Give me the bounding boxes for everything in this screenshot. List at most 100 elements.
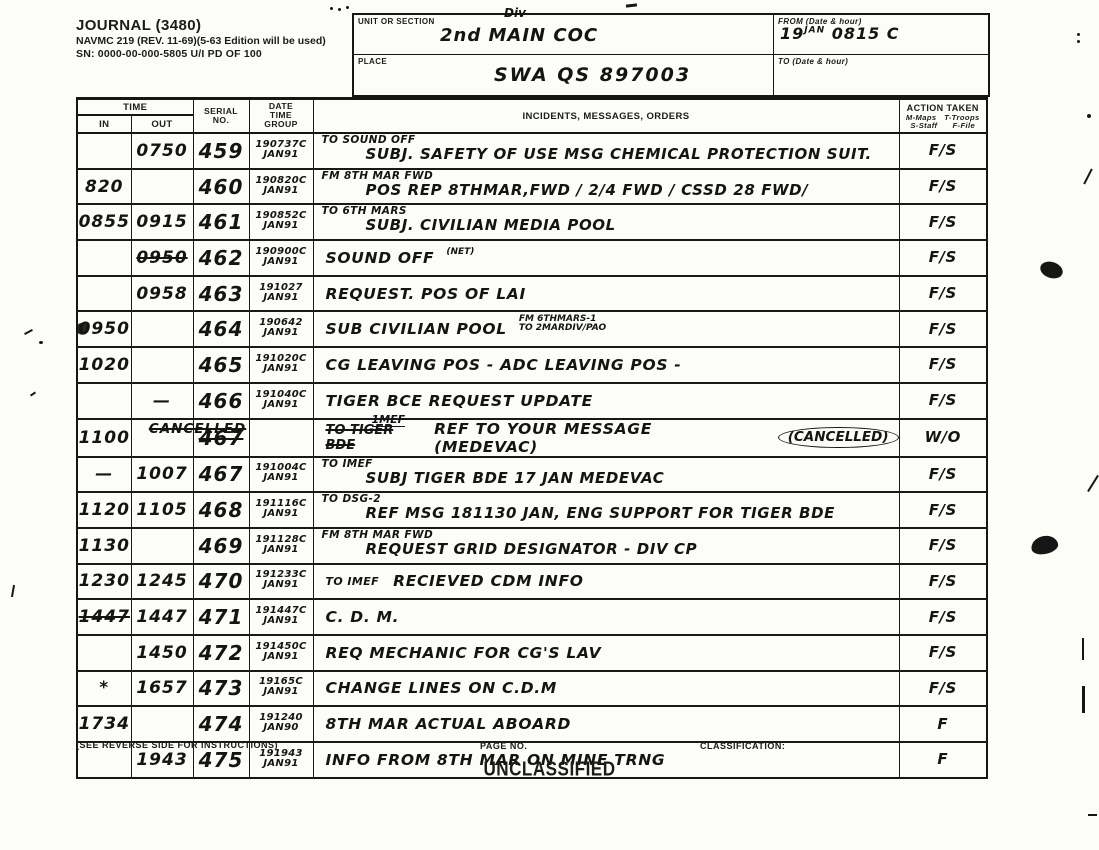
dtg-cell: 191004C JAN91 bbox=[248, 455, 314, 493]
time-in-value: 1230 bbox=[78, 571, 130, 592]
col-header-date-time-group: DATE TIME GROUP bbox=[248, 98, 314, 134]
message-wrap: REQUEST. POS OF LAI bbox=[314, 277, 899, 311]
from-time: 0815 C bbox=[831, 24, 900, 43]
action-cell: F bbox=[898, 705, 988, 742]
action-taken-legend: M-Maps T-Troops S-Staff F-File bbox=[905, 113, 980, 130]
serial-cell: 472 bbox=[192, 633, 250, 671]
time-in-cell bbox=[76, 633, 132, 671]
time-out-cell: 1657 bbox=[130, 669, 194, 707]
time-out-cell: 1007 bbox=[130, 455, 194, 493]
serial-cell: 459 bbox=[192, 132, 250, 169]
action-cell: F/S bbox=[898, 598, 988, 635]
message-cell: SOUND OFF (NET) bbox=[312, 239, 900, 276]
message-wrap: CHANGE LINES ON C.D.M bbox=[314, 672, 899, 706]
action-taken-value: F/S bbox=[928, 607, 957, 626]
time-out-value: 0915 bbox=[136, 212, 188, 233]
serial-value: 471 bbox=[198, 605, 244, 630]
time-out-value: 1105 bbox=[136, 500, 188, 521]
scan-artifact bbox=[39, 341, 43, 344]
action-cell: F bbox=[898, 741, 988, 778]
time-in-cell bbox=[76, 274, 132, 312]
time-out-cell: 0750 bbox=[130, 132, 194, 169]
unit-or-section-label: UNIT OR SECTION bbox=[358, 17, 435, 26]
message-cell: 1MEF TO TIGER BDE REF TO YOUR MESSAGE (M… bbox=[312, 413, 900, 457]
serial-value: 464 bbox=[198, 317, 244, 342]
place-value: SWA QS 897003 bbox=[494, 64, 692, 86]
message-text: SUBJ. CIVILIAN MEDIA POOL bbox=[365, 216, 616, 235]
dtg-value: 190900C JAN91 bbox=[255, 245, 307, 267]
dtg-cell: 191450C JAN91 bbox=[248, 633, 314, 671]
action-taken-value: F/S bbox=[928, 464, 957, 483]
time-in-cell: 1120 bbox=[76, 491, 132, 528]
dtg-value: 191027 JAN91 bbox=[259, 281, 303, 303]
message-note: (NET) bbox=[446, 247, 475, 258]
serial-value: 462 bbox=[198, 245, 244, 270]
table-row: 820 460 190820C JAN91 FM 8TH MAR FWD POS… bbox=[76, 167, 988, 205]
serial-value: 475 bbox=[198, 747, 244, 772]
time-in-value: 820 bbox=[85, 176, 124, 197]
time-out-value: — bbox=[153, 390, 171, 411]
serial-cell: 462 bbox=[192, 239, 250, 276]
time-in-value: 1020 bbox=[78, 354, 130, 375]
time-out-cell: 0915 bbox=[130, 203, 194, 241]
classification-label: CLASSIFICATION: bbox=[700, 741, 786, 751]
table-row: 1230 1245 470 191233C JAN91 TO IMEF RECI… bbox=[76, 562, 988, 600]
message-prefix: FM 8TH MAR FWD bbox=[321, 169, 434, 182]
page-no-label: PAGE NO. bbox=[480, 741, 528, 751]
dtg-value: 191233C JAN91 bbox=[255, 569, 307, 591]
serial-cell: 467 bbox=[192, 455, 250, 493]
message-above: 1MEF bbox=[371, 412, 406, 427]
dtg-cell: 190737C JAN91 bbox=[248, 132, 314, 169]
action-cell: F/S bbox=[898, 239, 988, 276]
action-cell: F/S bbox=[898, 491, 988, 528]
action-cell: F/S bbox=[898, 203, 988, 241]
serial-value: 460 bbox=[198, 174, 244, 199]
message-note: FM 6THMARS-1 TO 2MARDIV/PAO bbox=[518, 314, 607, 334]
message-text: REF MSG 181130 JAN, ENG SUPPORT FOR TIGE… bbox=[365, 504, 835, 523]
message-cell: C. D. M. bbox=[312, 598, 900, 635]
action-cell: F/S bbox=[898, 455, 988, 493]
table-row: 0950 464 190642 JAN91 SUB CIVILIAN POOL … bbox=[76, 310, 988, 348]
message-wrap: SUB CIVILIAN POOL FM 6THMARS-1 TO 2MARDI… bbox=[314, 312, 899, 346]
form-id-block: JOURNAL (3480) NAVMC 219 (REV. 11-69)(5-… bbox=[76, 17, 326, 60]
time-out-value: CANCELLED bbox=[148, 420, 247, 437]
serial-cell: 474 bbox=[192, 705, 250, 742]
time-in-value: 1447 bbox=[78, 607, 130, 628]
action-taken-value: F/S bbox=[928, 643, 957, 662]
scan-artifact bbox=[1087, 474, 1099, 493]
col-header-out: OUT bbox=[130, 114, 194, 134]
dtg-value: 191040C JAN91 bbox=[255, 388, 307, 410]
time-in-value: 1100 bbox=[78, 427, 130, 448]
time-in-cell: 820 bbox=[76, 167, 132, 205]
table-row: 1447 1447 471 191447C JAN91 C. D. M. F/S bbox=[76, 598, 988, 635]
time-in-cell bbox=[76, 381, 132, 419]
message-wrap: TIGER BCE REQUEST UPDATE bbox=[314, 384, 899, 418]
time-out-cell: 1245 bbox=[130, 562, 194, 600]
message-text: SUB CIVILIAN POOL bbox=[325, 320, 507, 339]
time-out-value: 1943 bbox=[136, 749, 188, 770]
message-text: TIGER BCE REQUEST UPDATE bbox=[325, 391, 593, 410]
table-row: — 1007 467 191004C JAN91 TO IMEF SUBJ TI… bbox=[76, 455, 988, 493]
scan-artifact bbox=[24, 329, 33, 335]
unit-or-section-cell: UNIT OR SECTION Div 2nd MAIN COC bbox=[354, 6, 774, 55]
message-cell: TO DSG-2 REF MSG 181130 JAN, ENG SUPPORT… bbox=[312, 491, 900, 528]
message-cell: TO IMEF SUBJ TIGER BDE 17 JAN MEDEVAC bbox=[312, 455, 900, 493]
action-cell: F/S bbox=[898, 381, 988, 419]
dtg-cell: 190820C JAN91 bbox=[248, 167, 314, 205]
serial-value: 461 bbox=[198, 210, 244, 235]
serial-cell: 468 bbox=[192, 491, 250, 528]
from-day: 19 bbox=[780, 24, 805, 43]
dtg-cell: 190900C JAN91 bbox=[248, 239, 314, 276]
serial-value: 463 bbox=[198, 281, 244, 306]
serial-value: 466 bbox=[198, 388, 244, 413]
time-in-value: 1130 bbox=[78, 535, 130, 556]
from-date-value: 19JAN 0815 C bbox=[780, 24, 900, 43]
action-taken-value: F/S bbox=[928, 571, 957, 590]
time-out-cell bbox=[130, 310, 194, 348]
action-cell: F/S bbox=[898, 310, 988, 348]
table-row: 1120 1105 468 191116C JAN91 TO DSG-2 REF… bbox=[76, 491, 988, 528]
col-header-serial: SERIAL NO. bbox=[192, 98, 250, 134]
dtg-cell: 191233C JAN91 bbox=[248, 562, 314, 600]
action-taken-value: F/S bbox=[928, 212, 957, 231]
scan-artifact bbox=[625, 3, 638, 8]
